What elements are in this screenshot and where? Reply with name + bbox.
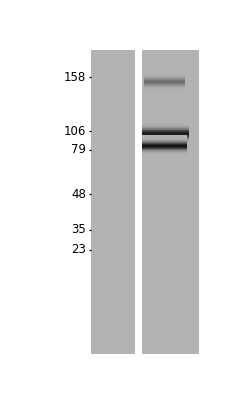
Bar bbox=[142, 138, 188, 139]
Bar bbox=[142, 144, 188, 145]
Bar bbox=[142, 139, 188, 140]
Bar bbox=[142, 121, 188, 122]
Bar bbox=[142, 135, 188, 136]
Bar bbox=[142, 134, 188, 135]
Bar bbox=[91, 50, 134, 354]
Bar bbox=[142, 128, 188, 129]
Bar bbox=[142, 141, 188, 142]
Text: 35: 35 bbox=[71, 223, 86, 236]
Bar bbox=[142, 131, 188, 132]
Bar bbox=[142, 142, 188, 143]
Bar bbox=[142, 132, 188, 133]
Bar bbox=[142, 123, 188, 124]
Bar bbox=[142, 129, 188, 130]
Text: 158: 158 bbox=[63, 71, 86, 84]
Bar bbox=[142, 124, 188, 125]
Bar bbox=[142, 122, 188, 123]
Text: 79: 79 bbox=[71, 143, 86, 156]
Bar bbox=[142, 125, 188, 126]
Bar bbox=[142, 145, 188, 146]
Bar bbox=[142, 130, 188, 131]
Text: 48: 48 bbox=[71, 188, 86, 201]
Bar bbox=[142, 133, 188, 134]
Bar bbox=[142, 126, 188, 127]
Bar bbox=[141, 50, 198, 354]
Text: 23: 23 bbox=[71, 243, 86, 256]
Bar bbox=[142, 137, 188, 138]
Bar bbox=[142, 143, 188, 144]
Bar bbox=[136, 50, 141, 354]
Bar bbox=[142, 127, 188, 128]
Bar bbox=[142, 120, 188, 121]
Bar bbox=[142, 136, 188, 137]
Text: 106: 106 bbox=[63, 125, 86, 138]
Bar bbox=[142, 140, 188, 141]
